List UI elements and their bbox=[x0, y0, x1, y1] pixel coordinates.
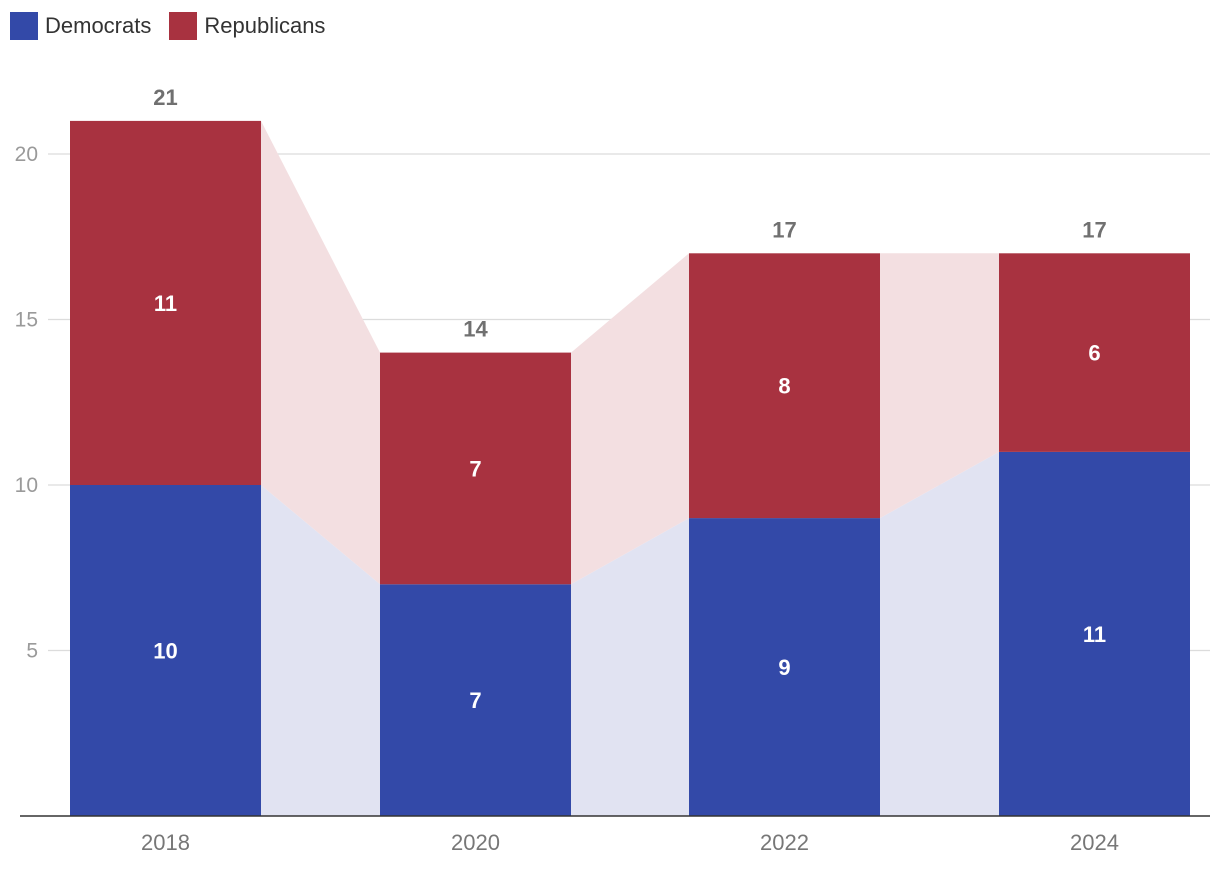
legend-label-democrats: Democrats bbox=[45, 13, 152, 38]
total-label-2024: 17 bbox=[1082, 217, 1106, 242]
total-label-2018: 21 bbox=[153, 85, 177, 110]
bar-republicans-2020 bbox=[380, 352, 571, 585]
bar-republicans-2022 bbox=[689, 253, 880, 519]
legend-item-republicans[interactable]: Republicans bbox=[169, 12, 325, 40]
x-tick-label-2022: 2022 bbox=[760, 830, 809, 855]
chart-legend: Democrats Republicans bbox=[10, 12, 325, 40]
x-tick-label-2024: 2024 bbox=[1070, 830, 1119, 855]
bar-republicans-2024 bbox=[999, 253, 1190, 452]
data-label-republicans-2022: 8 bbox=[778, 374, 790, 399]
data-label-republicans-2024: 6 bbox=[1088, 341, 1100, 366]
data-label-democrats-2022: 9 bbox=[778, 655, 790, 680]
legend-swatch-republicans bbox=[169, 12, 198, 40]
data-label-democrats-2024: 11 bbox=[1083, 622, 1106, 647]
y-tick-label-20: 20 bbox=[15, 143, 38, 166]
connector-republicans-2 bbox=[880, 253, 999, 519]
y-tick-label-15: 15 bbox=[15, 309, 38, 332]
connector-democrats-0 bbox=[261, 485, 380, 816]
legend-item-democrats[interactable]: Democrats bbox=[10, 12, 151, 40]
y-tick-label-10: 10 bbox=[15, 474, 38, 497]
bar-republicans-2018 bbox=[70, 120, 261, 486]
bar-democrats-2018 bbox=[70, 485, 261, 816]
legend-label-republicans: Republicans bbox=[204, 13, 326, 38]
bar-democrats-2022 bbox=[689, 518, 880, 816]
data-label-democrats-2018: 10 bbox=[153, 639, 177, 664]
data-label-republicans-2020: 7 bbox=[469, 456, 481, 481]
connector-democrats-2 bbox=[880, 451, 999, 816]
total-label-2022: 17 bbox=[772, 217, 796, 242]
x-tick-label-2018: 2018 bbox=[141, 830, 190, 855]
bar-democrats-2024 bbox=[999, 451, 1190, 816]
connector-democrats-1 bbox=[571, 518, 689, 816]
total-label-2020: 14 bbox=[463, 317, 488, 342]
y-tick-label-5: 5 bbox=[26, 640, 38, 663]
legend-swatch-democrats bbox=[10, 12, 38, 40]
x-tick-label-2020: 2020 bbox=[451, 830, 500, 855]
connector-republicans-1 bbox=[571, 253, 689, 585]
data-label-republicans-2018: 11 bbox=[154, 291, 177, 316]
connector-republicans-0 bbox=[261, 120, 380, 585]
bar-democrats-2020 bbox=[380, 584, 571, 816]
data-label-democrats-2020: 7 bbox=[469, 688, 481, 713]
